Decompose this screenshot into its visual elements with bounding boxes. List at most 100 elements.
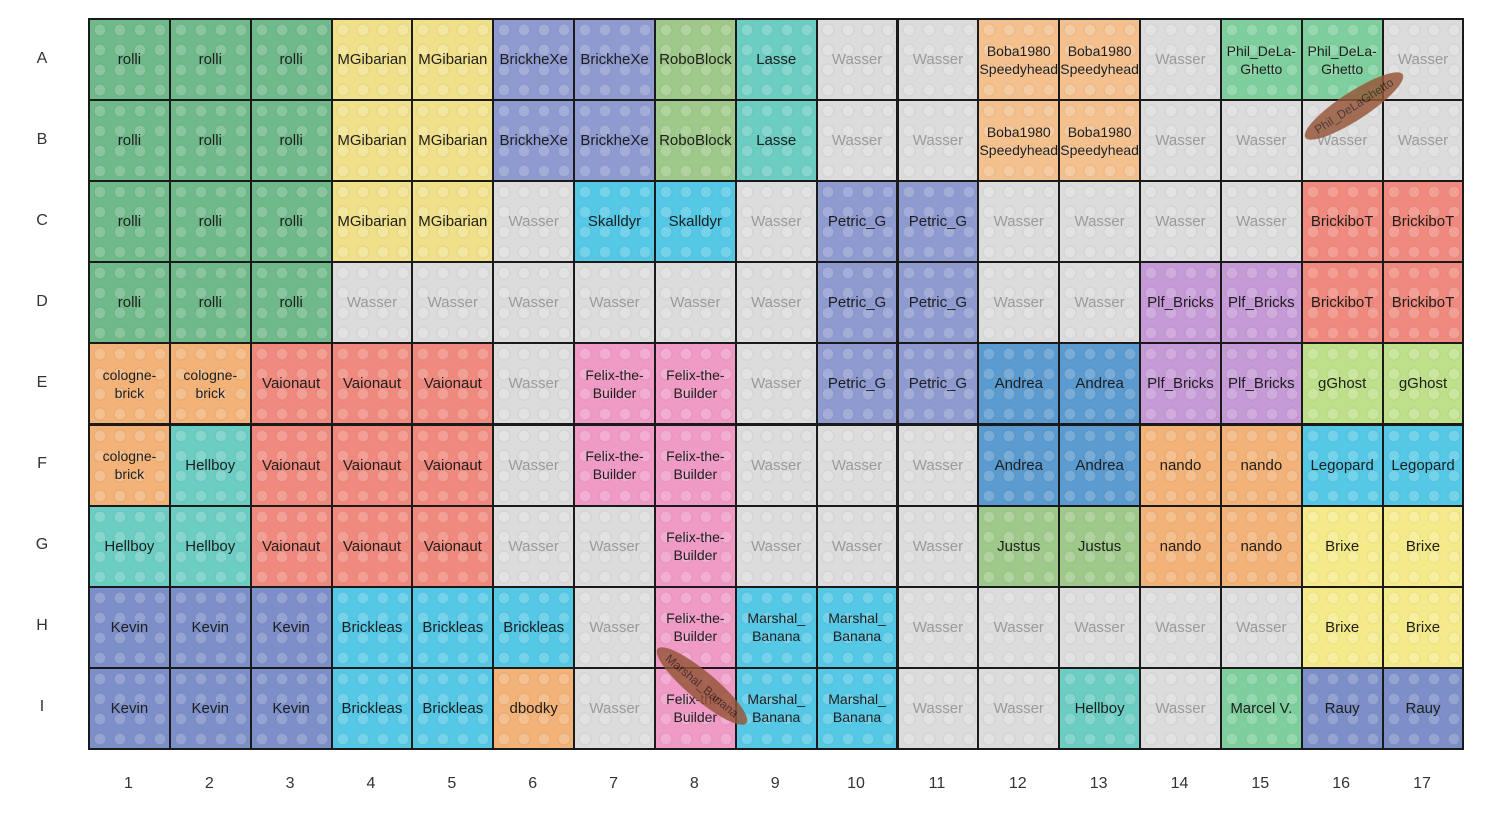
plot-owner-label: Petric_G	[908, 213, 968, 231]
plot-owner-label: BrickiboT	[1391, 213, 1455, 231]
plot-owner-label: Brixe	[1325, 618, 1360, 636]
plot-cell-g15: nando	[1219, 504, 1303, 588]
plot-owner-label: Vaionaut	[342, 456, 402, 474]
plot-owner-label: Wasser	[508, 213, 559, 231]
plot-owner-label: Wasser	[912, 618, 964, 636]
plot-owner-label: Wasser	[1074, 294, 1125, 312]
row-label-b: B	[36, 130, 48, 148]
plot-owner-label: rolli	[279, 51, 303, 69]
plot-owner-label: Brickleas	[341, 618, 403, 636]
plot-cell-f5: Vaionaut	[411, 423, 495, 507]
plot-cell-a10: Wasser	[815, 18, 899, 102]
plot-cell-g17: Brixe	[1381, 504, 1465, 588]
plot-cell-i11: Wasser	[896, 666, 980, 750]
plot-owner-label: Vaionaut	[342, 375, 402, 393]
plot-cell-e15: Plf_Bricks	[1219, 342, 1303, 426]
plot-owner-label: nando	[1240, 537, 1283, 555]
row-label-i: I	[39, 698, 45, 716]
plot-cell-b14: Wasser	[1139, 99, 1222, 183]
plot-owner-label: Petric_G	[908, 294, 968, 312]
plot-owner-label: rolli	[117, 294, 142, 312]
plot-owner-label: BrickiboT	[1310, 213, 1374, 231]
plot-owner-label: Brickleas	[422, 618, 484, 636]
plot-cell-i3: Kevin	[249, 666, 333, 750]
plot-owner-label: nando	[1159, 537, 1202, 555]
plot-owner-label: Lasse	[756, 132, 797, 150]
row-label-g: G	[35, 536, 49, 554]
plot-cell-a9: Lasse	[734, 18, 818, 102]
plot-cell-e17: gGhost	[1381, 342, 1465, 426]
row-label-a: A	[36, 49, 48, 67]
plot-owner-label: Brixe	[1405, 618, 1441, 636]
plot-owner-label: Rauy	[1405, 699, 1441, 717]
column-label-15: 15	[1251, 775, 1270, 792]
plot-owner-label: BrickheXe	[499, 51, 568, 69]
plot-owner-label: Hellboy	[185, 537, 236, 555]
plot-cell-c17: BrickiboT	[1381, 180, 1465, 264]
plot-owner-label: MGibarian	[418, 132, 488, 150]
plot-cell-c3: rolli	[249, 180, 333, 264]
plot-owner-label: rolli	[117, 51, 142, 69]
column-label-5: 5	[447, 775, 457, 792]
plot-cell-e11: Petric_G	[896, 342, 980, 426]
plot-owner-label: Wasser	[751, 537, 802, 555]
plot-owner-label: Wasser	[427, 294, 478, 312]
plot-owner-label: Vaionaut	[262, 375, 321, 393]
plot-cell-h12: Wasser	[977, 585, 1061, 669]
plot-cell-i10: Marshal_ Banana	[815, 666, 899, 750]
plot-owner-label: Wasser	[1155, 51, 1206, 69]
plot-cell-g4: Vaionaut	[330, 504, 414, 588]
plot-owner-label: Justus	[1077, 537, 1122, 555]
plot-cell-i5: Brickleas	[411, 666, 495, 750]
plot-owner-label: Wasser	[346, 294, 398, 312]
plot-cell-f1: cologne- brick	[88, 423, 171, 507]
plot-cell-d6: Wasser	[492, 261, 576, 345]
plot-owner-label: Wasser	[993, 618, 1044, 636]
plot-owner-label: Vaionaut	[423, 537, 482, 555]
plot-owner-label: Wasser	[1074, 213, 1125, 231]
plot-owner-label: MGibarian	[418, 213, 488, 231]
plot-owner-label: Wasser	[1317, 132, 1368, 150]
plot-owner-label: Wasser	[831, 132, 883, 150]
plot-owner-label: Andrea	[994, 375, 1043, 393]
plot-owner-label: Wasser	[912, 537, 964, 555]
column-label-3: 3	[285, 775, 295, 792]
plot-cell-i16: Rauy	[1300, 666, 1384, 750]
plot-owner-label: Justus	[997, 537, 1041, 555]
column-label-12: 12	[1008, 775, 1027, 792]
plot-cell-c12: Wasser	[977, 180, 1061, 264]
plot-owner-label: Marshal_ Banana	[747, 691, 806, 726]
plot-cell-d2: rolli	[168, 261, 252, 345]
plot-cell-g13: Justus	[1058, 504, 1142, 588]
plot-cell-b8: RoboBlock	[653, 99, 737, 183]
plot-cell-f16: Legopard	[1300, 423, 1384, 507]
plot-owner-label: Boba1980 Speedyhead	[1060, 42, 1139, 77]
plot-cell-e9: Wasser	[734, 342, 818, 426]
plot-owner-label: rolli	[117, 132, 142, 150]
plot-owner-label: Phil_DeLa- Ghetto	[1307, 42, 1377, 77]
plot-cell-f7: Felix-the- Builder	[573, 423, 656, 507]
plot-owner-label: Wasser	[1155, 699, 1206, 717]
plot-owner-label: Wasser	[912, 456, 964, 474]
plot-owner-label: Hellboy	[104, 537, 155, 555]
column-label-11: 11	[928, 775, 946, 792]
plot-cell-d17: BrickiboT	[1381, 261, 1465, 345]
plot-cell-g16: Brixe	[1300, 504, 1384, 588]
row-label-f: F	[37, 455, 47, 473]
column-label-16: 16	[1332, 775, 1351, 792]
plot-owner-label: BrickiboT	[1310, 294, 1374, 312]
plot-owner-label: Wasser	[1155, 618, 1206, 636]
plot-cell-f13: Andrea	[1058, 423, 1142, 507]
plot-owner-label: Kevin	[110, 618, 149, 636]
plot-owner-label: Boba1980 Speedyhead	[979, 42, 1059, 77]
plot-owner-label: Plf_Bricks	[1227, 294, 1295, 312]
plot-cell-i12: Wasser	[977, 666, 1061, 750]
plot-cell-b6: BrickheXe	[492, 99, 576, 183]
plot-cell-g14: nando	[1139, 504, 1222, 588]
plot-owner-label: Wasser	[1236, 132, 1287, 150]
plot-cell-e10: Petric_G	[815, 342, 899, 426]
plot-owner-label: BrickheXe	[580, 132, 649, 150]
plot-cell-g9: Wasser	[734, 504, 818, 588]
plot-cell-c15: Wasser	[1219, 180, 1303, 264]
plot-owner-label: rolli	[198, 132, 222, 150]
